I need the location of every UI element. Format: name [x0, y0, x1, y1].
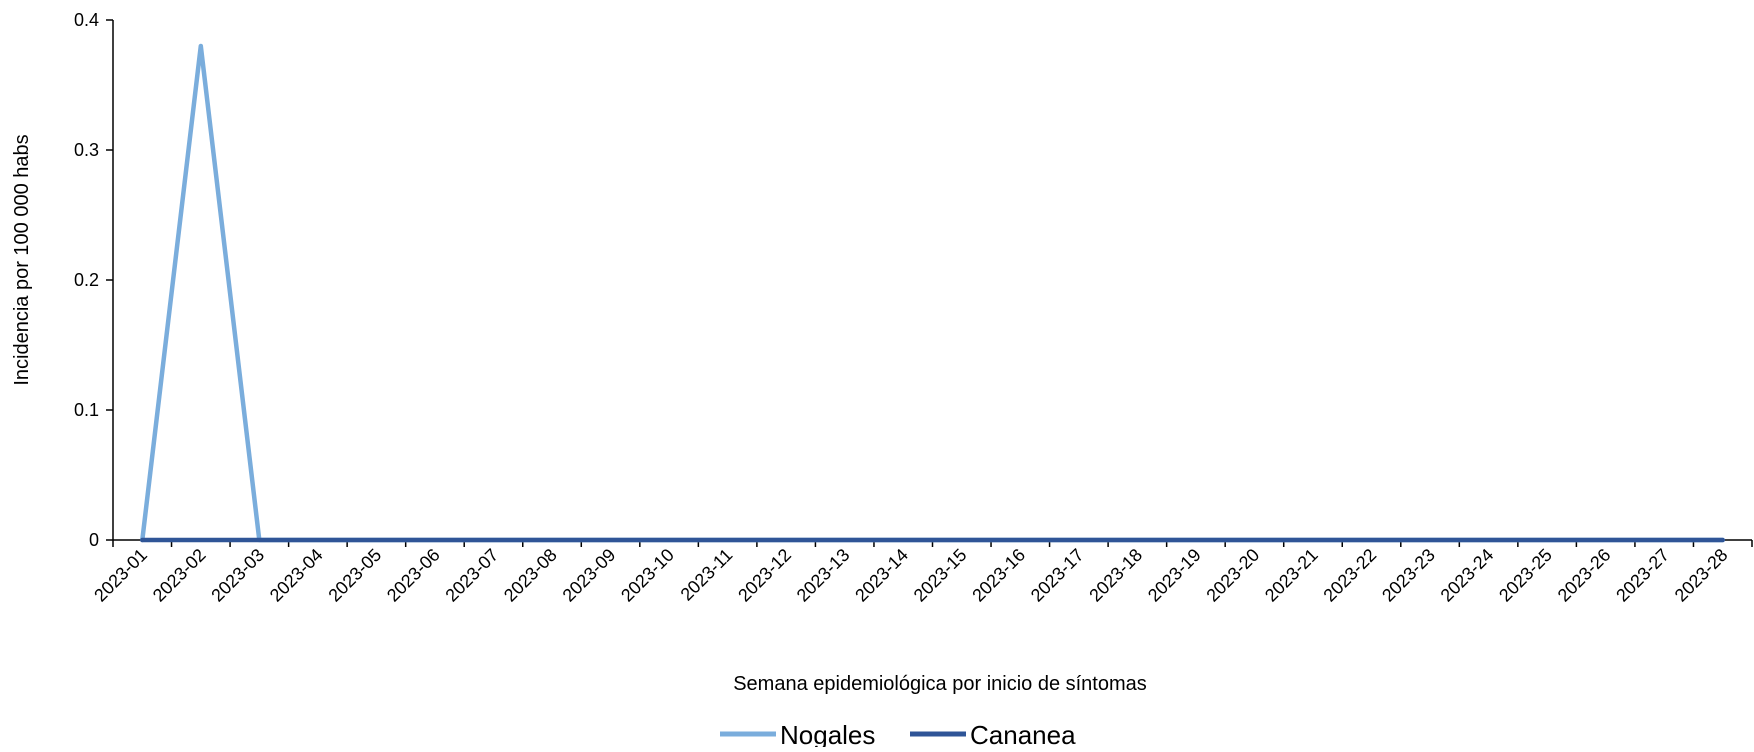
x-tick-label: 2023-18	[1085, 545, 1146, 606]
x-tick-label: 2023-27	[1612, 545, 1673, 606]
x-tick-label: 2023-09	[559, 545, 620, 606]
y-tick-labels: 0 0.1 0.2 0.3 0.4	[74, 10, 99, 550]
x-tick-label: 2023-22	[1319, 545, 1380, 606]
y-axis-label: Incidencia por 100 000 habs	[11, 134, 33, 385]
x-tick-label: 2023-15	[910, 545, 971, 606]
axes	[106, 20, 1752, 547]
x-tick-label: 2023-08	[500, 545, 561, 606]
x-tick-label: 2023-23	[1378, 545, 1439, 606]
y-tick-label: 0.3	[74, 140, 99, 160]
y-tick-label: 0.2	[74, 270, 99, 290]
x-tick-label: 2023-14	[851, 545, 912, 606]
x-tick-label: 2023-04	[266, 545, 327, 606]
x-tick-label: 2023-25	[1495, 545, 1556, 606]
x-tick-label: 2023-26	[1554, 545, 1615, 606]
y-tick-label: 0	[89, 530, 99, 550]
y-tick-label: 0.1	[74, 400, 99, 420]
x-tick-label: 2023-06	[383, 545, 444, 606]
series-line-nogales	[142, 46, 1722, 540]
legend-label-nogales: Nogales	[780, 720, 875, 747]
y-tick-label: 0.4	[74, 10, 99, 30]
x-tick-label: 2023-24	[1437, 545, 1498, 606]
x-tick-label: 2023-20	[1202, 545, 1263, 606]
x-tick-label: 2023-21	[1261, 545, 1322, 606]
x-tick-label: 2023-02	[149, 545, 210, 606]
x-tick-label: 2023-13	[793, 545, 854, 606]
x-tick-label: 2023-01	[90, 545, 151, 606]
x-tick-label: 2023-11	[677, 545, 737, 605]
series-lines	[142, 46, 1723, 540]
x-tick-label: 2023-03	[207, 545, 268, 606]
legend: Nogales Cananea	[720, 720, 1076, 747]
x-axis-label: Semana epidemiológica por inicio de sínt…	[733, 673, 1147, 695]
x-tick-label: 2023-17	[1027, 545, 1088, 606]
x-tick-labels: 2023-012023-022023-032023-042023-052023-…	[90, 545, 1731, 606]
x-tick-label: 2023-07	[441, 545, 502, 606]
x-tick-label: 2023-28	[1671, 545, 1732, 606]
x-tick-label: 2023-05	[324, 545, 385, 606]
x-tick-label: 2023-16	[968, 545, 1029, 606]
x-tick-label: 2023-19	[1144, 545, 1205, 606]
legend-label-cananea: Cananea	[970, 720, 1076, 747]
x-tick-label: 2023-10	[617, 545, 678, 606]
x-tick-label: 2023-12	[734, 545, 795, 606]
